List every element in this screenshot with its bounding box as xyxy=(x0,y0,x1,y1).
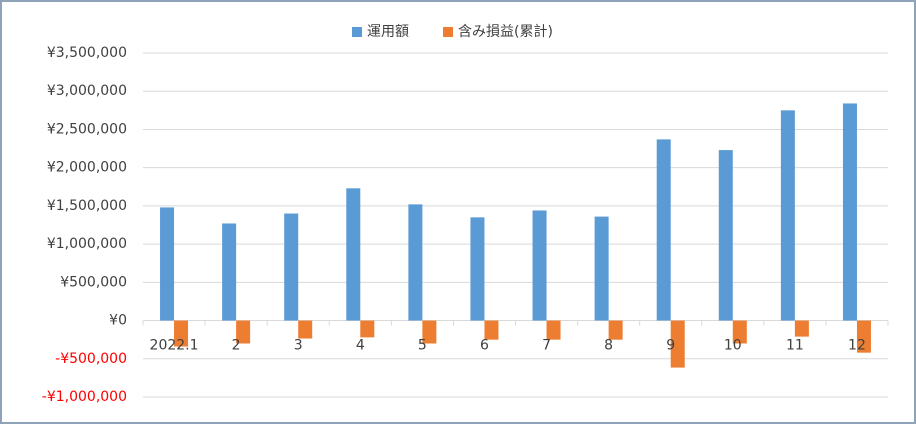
y-tick-label: ¥0 xyxy=(109,313,127,329)
bar xyxy=(532,210,547,321)
bar xyxy=(656,139,671,321)
bar xyxy=(222,223,237,321)
x-tick-label: 2 xyxy=(232,338,241,354)
bar xyxy=(346,188,361,321)
bar xyxy=(608,320,623,340)
bar xyxy=(236,320,251,344)
legend-swatch xyxy=(352,27,362,37)
bar xyxy=(470,217,485,321)
legend-label: 運用額 xyxy=(367,24,409,40)
bar xyxy=(174,320,189,347)
y-tick-label: ¥3,500,000 xyxy=(47,45,127,61)
bar xyxy=(298,320,313,339)
x-tick-label: 12 xyxy=(848,338,866,354)
y-tick-label: ¥2,500,000 xyxy=(47,121,127,137)
bar xyxy=(842,103,857,321)
x-tick-label: 8 xyxy=(604,338,613,354)
legend-swatch xyxy=(443,27,453,37)
bar xyxy=(856,320,871,353)
y-tick-label: -¥500,000 xyxy=(55,351,127,367)
bar xyxy=(408,204,423,321)
bar xyxy=(670,320,685,368)
legend-label: 含み損益(累計) xyxy=(458,24,553,40)
bar xyxy=(422,320,437,344)
y-tick-label: ¥2,000,000 xyxy=(47,160,127,176)
bar xyxy=(718,150,733,321)
x-tick-label: 7 xyxy=(542,338,551,354)
x-tick-label: 3 xyxy=(294,338,303,354)
bar xyxy=(794,320,809,337)
x-tick-label: 9 xyxy=(666,338,675,354)
bar xyxy=(284,213,299,321)
x-tick-label: 2022.1 xyxy=(150,338,199,354)
y-tick-label: ¥1,000,000 xyxy=(47,236,127,252)
y-tick-label: -¥1,000,000 xyxy=(42,389,127,405)
y-tick-label: ¥3,000,000 xyxy=(47,83,127,99)
bar xyxy=(594,216,609,321)
x-tick-label: 6 xyxy=(480,338,489,354)
y-tick-label: ¥500,000 xyxy=(60,274,127,290)
bar xyxy=(160,207,175,321)
bar xyxy=(546,320,561,340)
y-tick-label: ¥1,500,000 xyxy=(47,198,127,214)
x-tick-label: 5 xyxy=(418,338,427,354)
x-tick-label: 4 xyxy=(356,338,365,354)
bar xyxy=(780,110,795,321)
bar xyxy=(732,320,747,344)
bar xyxy=(360,320,375,338)
x-tick-label: 11 xyxy=(786,338,804,354)
x-tick-label: 10 xyxy=(724,338,742,354)
bar xyxy=(484,320,499,340)
